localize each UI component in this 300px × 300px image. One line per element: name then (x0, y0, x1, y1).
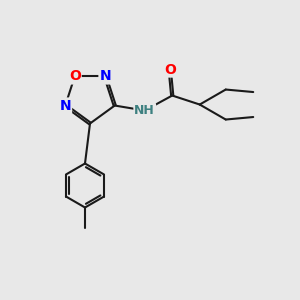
Text: NH: NH (134, 104, 155, 117)
Text: O: O (69, 70, 81, 83)
Text: O: O (164, 62, 176, 76)
Text: N: N (59, 98, 71, 112)
Text: N: N (100, 70, 111, 83)
